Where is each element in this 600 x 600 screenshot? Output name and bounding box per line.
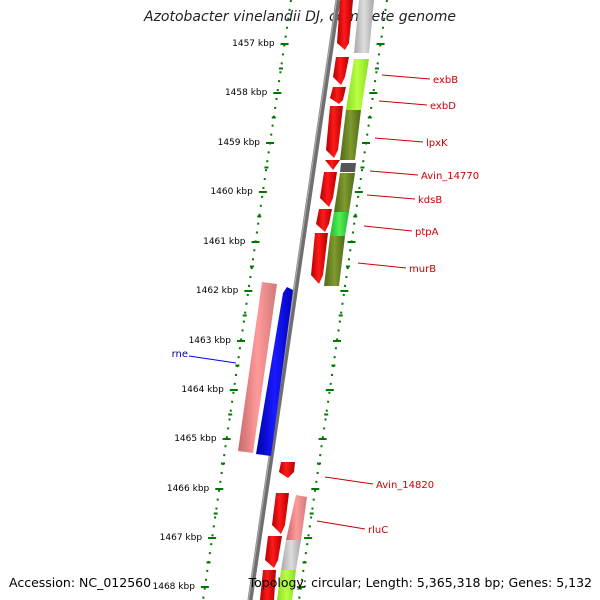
gene-labels: exbB exbD lpxK Avin_14770 kdsB ptpA murB Avin_1… (172, 74, 479, 536)
gene-leader-line (381, 74, 431, 80)
tick-label: 1458 kbp (225, 88, 268, 98)
left-tick-rail (202, 0, 292, 600)
gene-leader-line (363, 225, 413, 232)
gene-arrow[interactable] (260, 570, 276, 600)
forward-genes[interactable] (260, 0, 353, 600)
tick-label: 1462 kbp (196, 286, 239, 296)
tick-label: 1459 kbp (218, 138, 261, 148)
gene-arrow-lpxK[interactable] (326, 106, 343, 158)
gene-leader-line (324, 476, 374, 485)
gene-arrow-Avin_14770[interactable] (325, 160, 340, 170)
gene-leader-line (378, 100, 428, 106)
gene-label-rluC[interactable]: rluC (368, 525, 388, 536)
gene-label-rne[interactable]: rne (172, 349, 188, 360)
cds-segment-lime-2 (277, 570, 296, 600)
cds-segment-ptpA (330, 212, 349, 236)
gene-label-murB[interactable]: murB (409, 264, 436, 275)
tick-label: 1460 kbp (210, 187, 253, 197)
gene-label-kdsB[interactable]: kdsB (418, 195, 442, 206)
tick-label: 1461 kbp (203, 237, 246, 247)
gene-arrow-exbD[interactable] (330, 87, 346, 104)
gene-arrow-kdsB[interactable] (320, 172, 337, 207)
gene-label-lpxK[interactable]: lpxK (426, 138, 448, 149)
cds-segment-lpxK (340, 110, 361, 160)
cds-segment-murB (324, 236, 345, 286)
gene-arrow-rluC[interactable] (272, 493, 289, 534)
cds-segment-grey-2 (281, 540, 301, 570)
gene-label-ptpA[interactable]: ptpA (415, 227, 439, 238)
gene-label-exbB[interactable]: exbB (433, 75, 458, 86)
gene-arrow-ptpA[interactable] (316, 209, 332, 232)
cds-segment-rne (238, 282, 277, 453)
gene-arrow[interactable] (265, 536, 282, 568)
cds-segment-Avin_14770 (340, 163, 356, 172)
gene-label-Avin_14820[interactable]: Avin_14820 (376, 480, 434, 491)
genome-backbone (247, 0, 341, 600)
map-title: Azotobacter vinelandii DJ, complete geno… (144, 9, 456, 25)
right-tick-rail (298, 0, 388, 600)
cds-segment-exbB (346, 59, 369, 110)
gene-leader-line (374, 137, 424, 143)
tick-label: 1457 kbp (232, 39, 275, 49)
gene-leader-line (188, 355, 237, 364)
tick-label: 1463 kbp (189, 336, 232, 346)
gene-leader-line (366, 194, 416, 200)
tick-label: 1467 kbp (160, 533, 203, 543)
gene-arrow-rne[interactable] (256, 287, 293, 456)
cds-segment-grey (354, 0, 374, 53)
gene-arrow-exbB[interactable] (333, 57, 349, 85)
tick-label: 1466 kbp (167, 484, 210, 494)
gene-label-Avin_14770[interactable]: Avin_14770 (421, 171, 479, 182)
tick-label: 1465 kbp (174, 434, 217, 444)
accession-label: Accession: NC_012560 (9, 575, 152, 590)
backbone-highlight (247, 0, 338, 600)
cds-segment-kdsB (334, 173, 355, 212)
gene-arrow-Avin_14820[interactable] (279, 462, 295, 478)
tick-labels: 1457 kbp 1458 kbp 1459 kbp 1460 kbp 1461 kbp… (153, 39, 275, 592)
tick-label: 1464 kbp (181, 385, 224, 395)
cds-band (277, 0, 374, 600)
rne-locus[interactable] (238, 282, 293, 456)
tick-marks (200, 43, 385, 588)
gene-arrow-murB[interactable] (311, 233, 328, 284)
genome-summary: Topology: circular; Length: 5,365,318 bp… (248, 575, 592, 590)
tick-label: 1468 kbp (153, 582, 196, 592)
cds-segment-rluC (286, 495, 307, 540)
gene-leader-line (357, 262, 407, 269)
gene-leader-line (316, 520, 366, 530)
gene-leader-line (369, 170, 419, 176)
gene-label-exbD[interactable]: exbD (430, 101, 456, 112)
gene-arrow[interactable] (337, 0, 353, 50)
